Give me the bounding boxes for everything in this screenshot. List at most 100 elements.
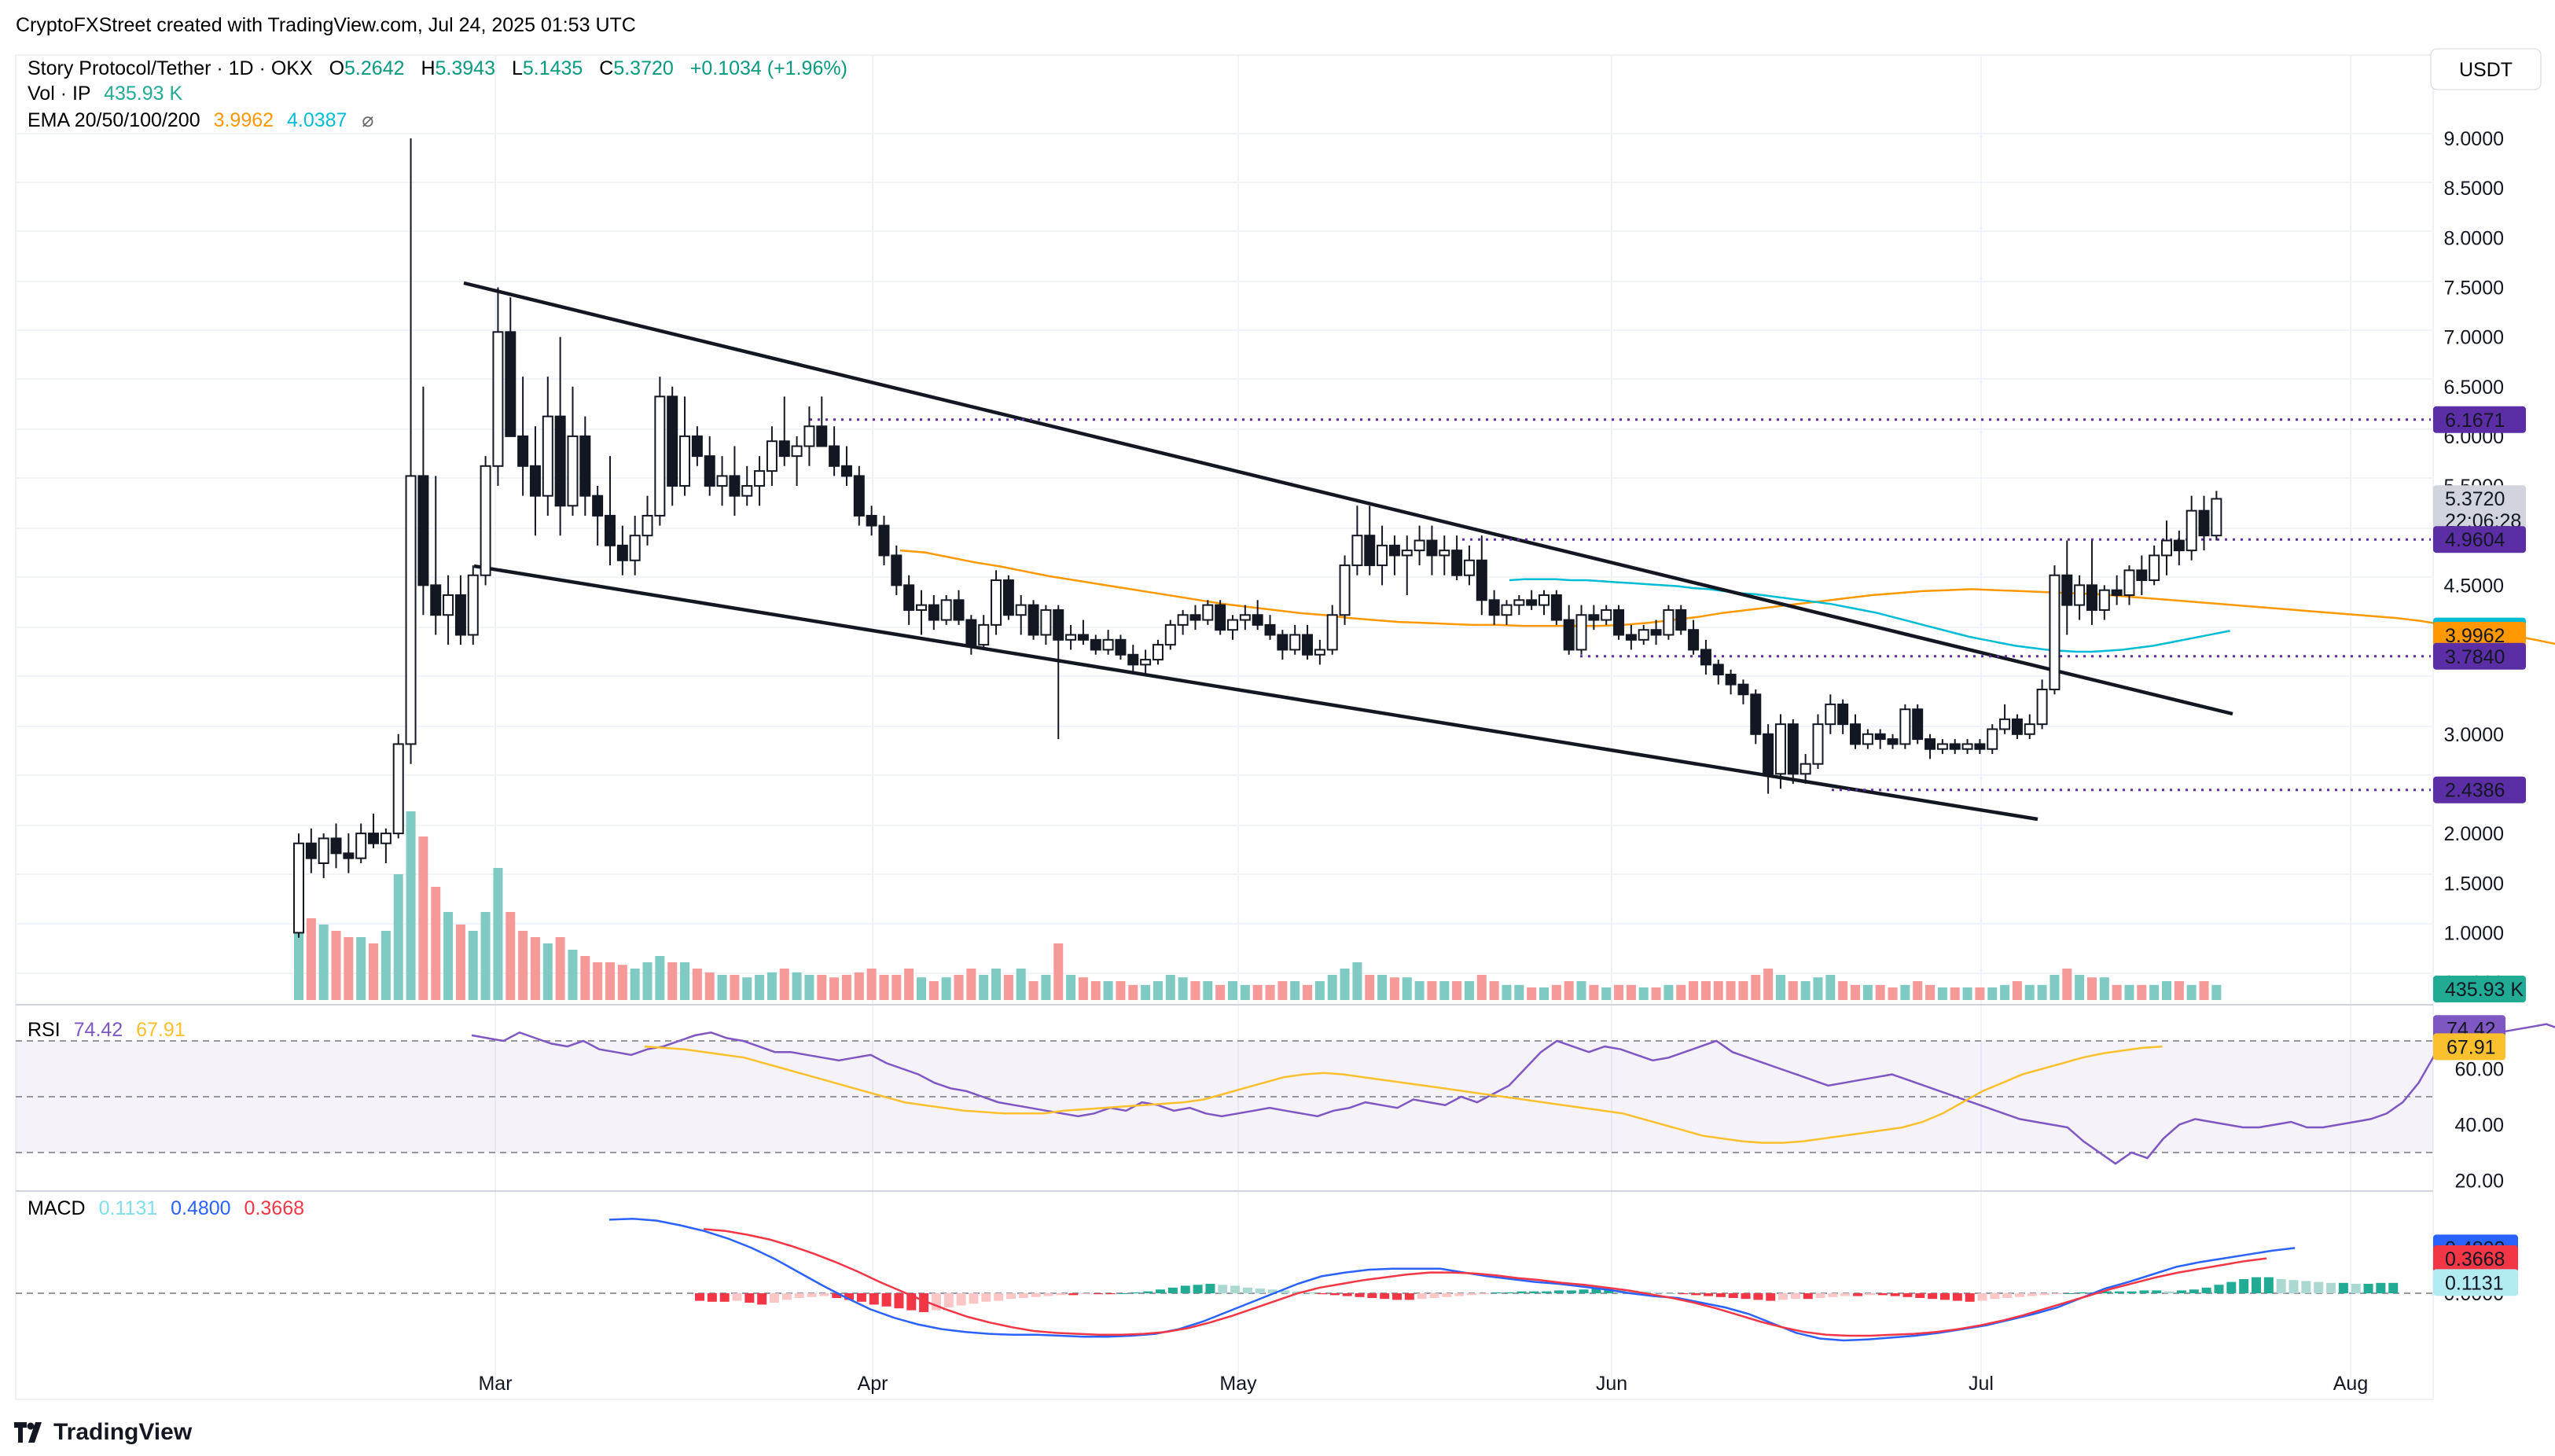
macd-histogram-bar [1404, 1293, 1414, 1300]
candle-body [741, 485, 753, 497]
volume-bar [2186, 984, 2197, 1000]
volume-bar [318, 925, 329, 1000]
volume-bar [1377, 975, 1388, 1000]
candle-body [1264, 623, 1276, 636]
volume-bar [1589, 984, 1599, 1000]
candle [1588, 605, 1600, 631]
candle-body [318, 837, 329, 864]
candle-body [380, 833, 392, 844]
macd-histogram-bar [1715, 1293, 1726, 1297]
macd-histogram-bar [2276, 1279, 2286, 1293]
candle-body [829, 445, 840, 467]
candle [2123, 565, 2135, 605]
macd-histogram-bar [2114, 1291, 2124, 1293]
candle-body [1961, 743, 1973, 750]
candle-body [1277, 634, 1289, 651]
candle-body [480, 465, 491, 576]
volume-bar [1851, 984, 1860, 1000]
candle-body [978, 623, 990, 646]
candle-body [567, 435, 579, 507]
volume-bar [829, 977, 840, 1000]
macd-legend: MACD 0.1131 0.4800 0.3668 [28, 1197, 304, 1219]
macd-histogram-bar [1766, 1293, 1776, 1301]
candle-body [1252, 614, 1263, 626]
candle-body [1177, 614, 1189, 626]
currency-button[interactable]: USDT [2430, 48, 2542, 90]
candle-body [430, 584, 442, 616]
volume-bar [1066, 975, 1076, 1000]
volume-bar [1576, 981, 1586, 1000]
rsi-legend-label[interactable]: RSI [28, 1019, 61, 1041]
price-tick-label: 7.5000 [2444, 277, 2504, 299]
volume-bar [742, 977, 752, 1000]
candle [1887, 734, 1899, 749]
price-badge-bg [2433, 406, 2526, 433]
candle-body [2098, 589, 2110, 611]
volume-bar [717, 975, 727, 1000]
candle-body [1700, 649, 1711, 666]
candle-body [1800, 763, 1811, 775]
candle [1015, 594, 1027, 635]
volume-bar [1028, 981, 1039, 1000]
candle-body [679, 435, 691, 487]
volume-bar [505, 912, 516, 1000]
volume-bar [1800, 981, 1811, 1000]
macd-histogram-bar [2351, 1284, 2361, 1293]
macd-histogram-bar [1193, 1285, 1203, 1293]
macd-histogram-bar [1429, 1293, 1439, 1298]
candle-body [2024, 723, 2035, 735]
candle [878, 515, 890, 566]
candle-body [1439, 550, 1450, 557]
volume-bar [2050, 975, 2060, 1000]
candle-body [1302, 634, 1314, 656]
candle [1974, 739, 1986, 755]
eye-hidden-icon[interactable]: ⌀ [362, 109, 373, 131]
candle [1463, 545, 1475, 586]
candle-body [642, 514, 653, 537]
macd-histogram-bar [994, 1293, 1004, 1301]
candle [2136, 555, 2148, 595]
price-tick-label: 8.0000 [2444, 227, 2504, 249]
candle [1787, 719, 1799, 784]
macd-histogram-bar [1167, 1287, 1178, 1293]
candle [1090, 634, 1101, 655]
candle [380, 828, 392, 863]
macd-histogram-bar [1043, 1293, 1053, 1296]
candle-body [691, 435, 703, 458]
macd-histogram-bar [1392, 1293, 1402, 1300]
macd-histogram-bar [2176, 1290, 2186, 1293]
macd-histogram-bar [1056, 1293, 1066, 1296]
macd-histogram-bar [1180, 1285, 1190, 1293]
candle-body [1127, 653, 1139, 666]
candle-body [1426, 539, 1438, 557]
volume-label[interactable]: Vol · IP [28, 83, 90, 105]
candle [1140, 649, 1152, 675]
macd-histogram-bar [1928, 1293, 1938, 1300]
candle-body [1090, 638, 1101, 651]
symbol-name[interactable]: Story Protocol/Tether · 1D · OKX [28, 57, 313, 79]
candle-body [293, 842, 304, 934]
ema100-line [1509, 578, 2230, 653]
candle-body [1563, 619, 1575, 651]
candle [1189, 605, 1201, 631]
candle [903, 575, 915, 625]
macd-legend-label[interactable]: MACD [28, 1197, 86, 1219]
volume-bar [1875, 984, 1885, 1000]
candle [2211, 491, 2222, 541]
macd-histogram-bar [2164, 1291, 2175, 1293]
volume-bar [1053, 943, 1064, 1000]
volume-bar [380, 931, 391, 1000]
candle-body [1140, 659, 1152, 666]
candle [1725, 669, 1737, 695]
symbol-legend: Story Protocol/Tether · 1D · OKX O5.2642… [28, 57, 847, 131]
volume-bar [2124, 984, 2134, 1000]
macd-histogram-bar [1255, 1289, 1265, 1293]
macd-histogram-bar [2077, 1292, 2087, 1293]
candle [1314, 639, 1325, 665]
macd-pane [16, 1217, 2433, 1342]
macd-histogram-bar [1691, 1293, 1701, 1296]
tradingview-logo[interactable]: TradingView [14, 1419, 192, 1446]
candle [991, 570, 1002, 635]
ema-label[interactable]: EMA 20/50/100/200 [28, 109, 200, 131]
